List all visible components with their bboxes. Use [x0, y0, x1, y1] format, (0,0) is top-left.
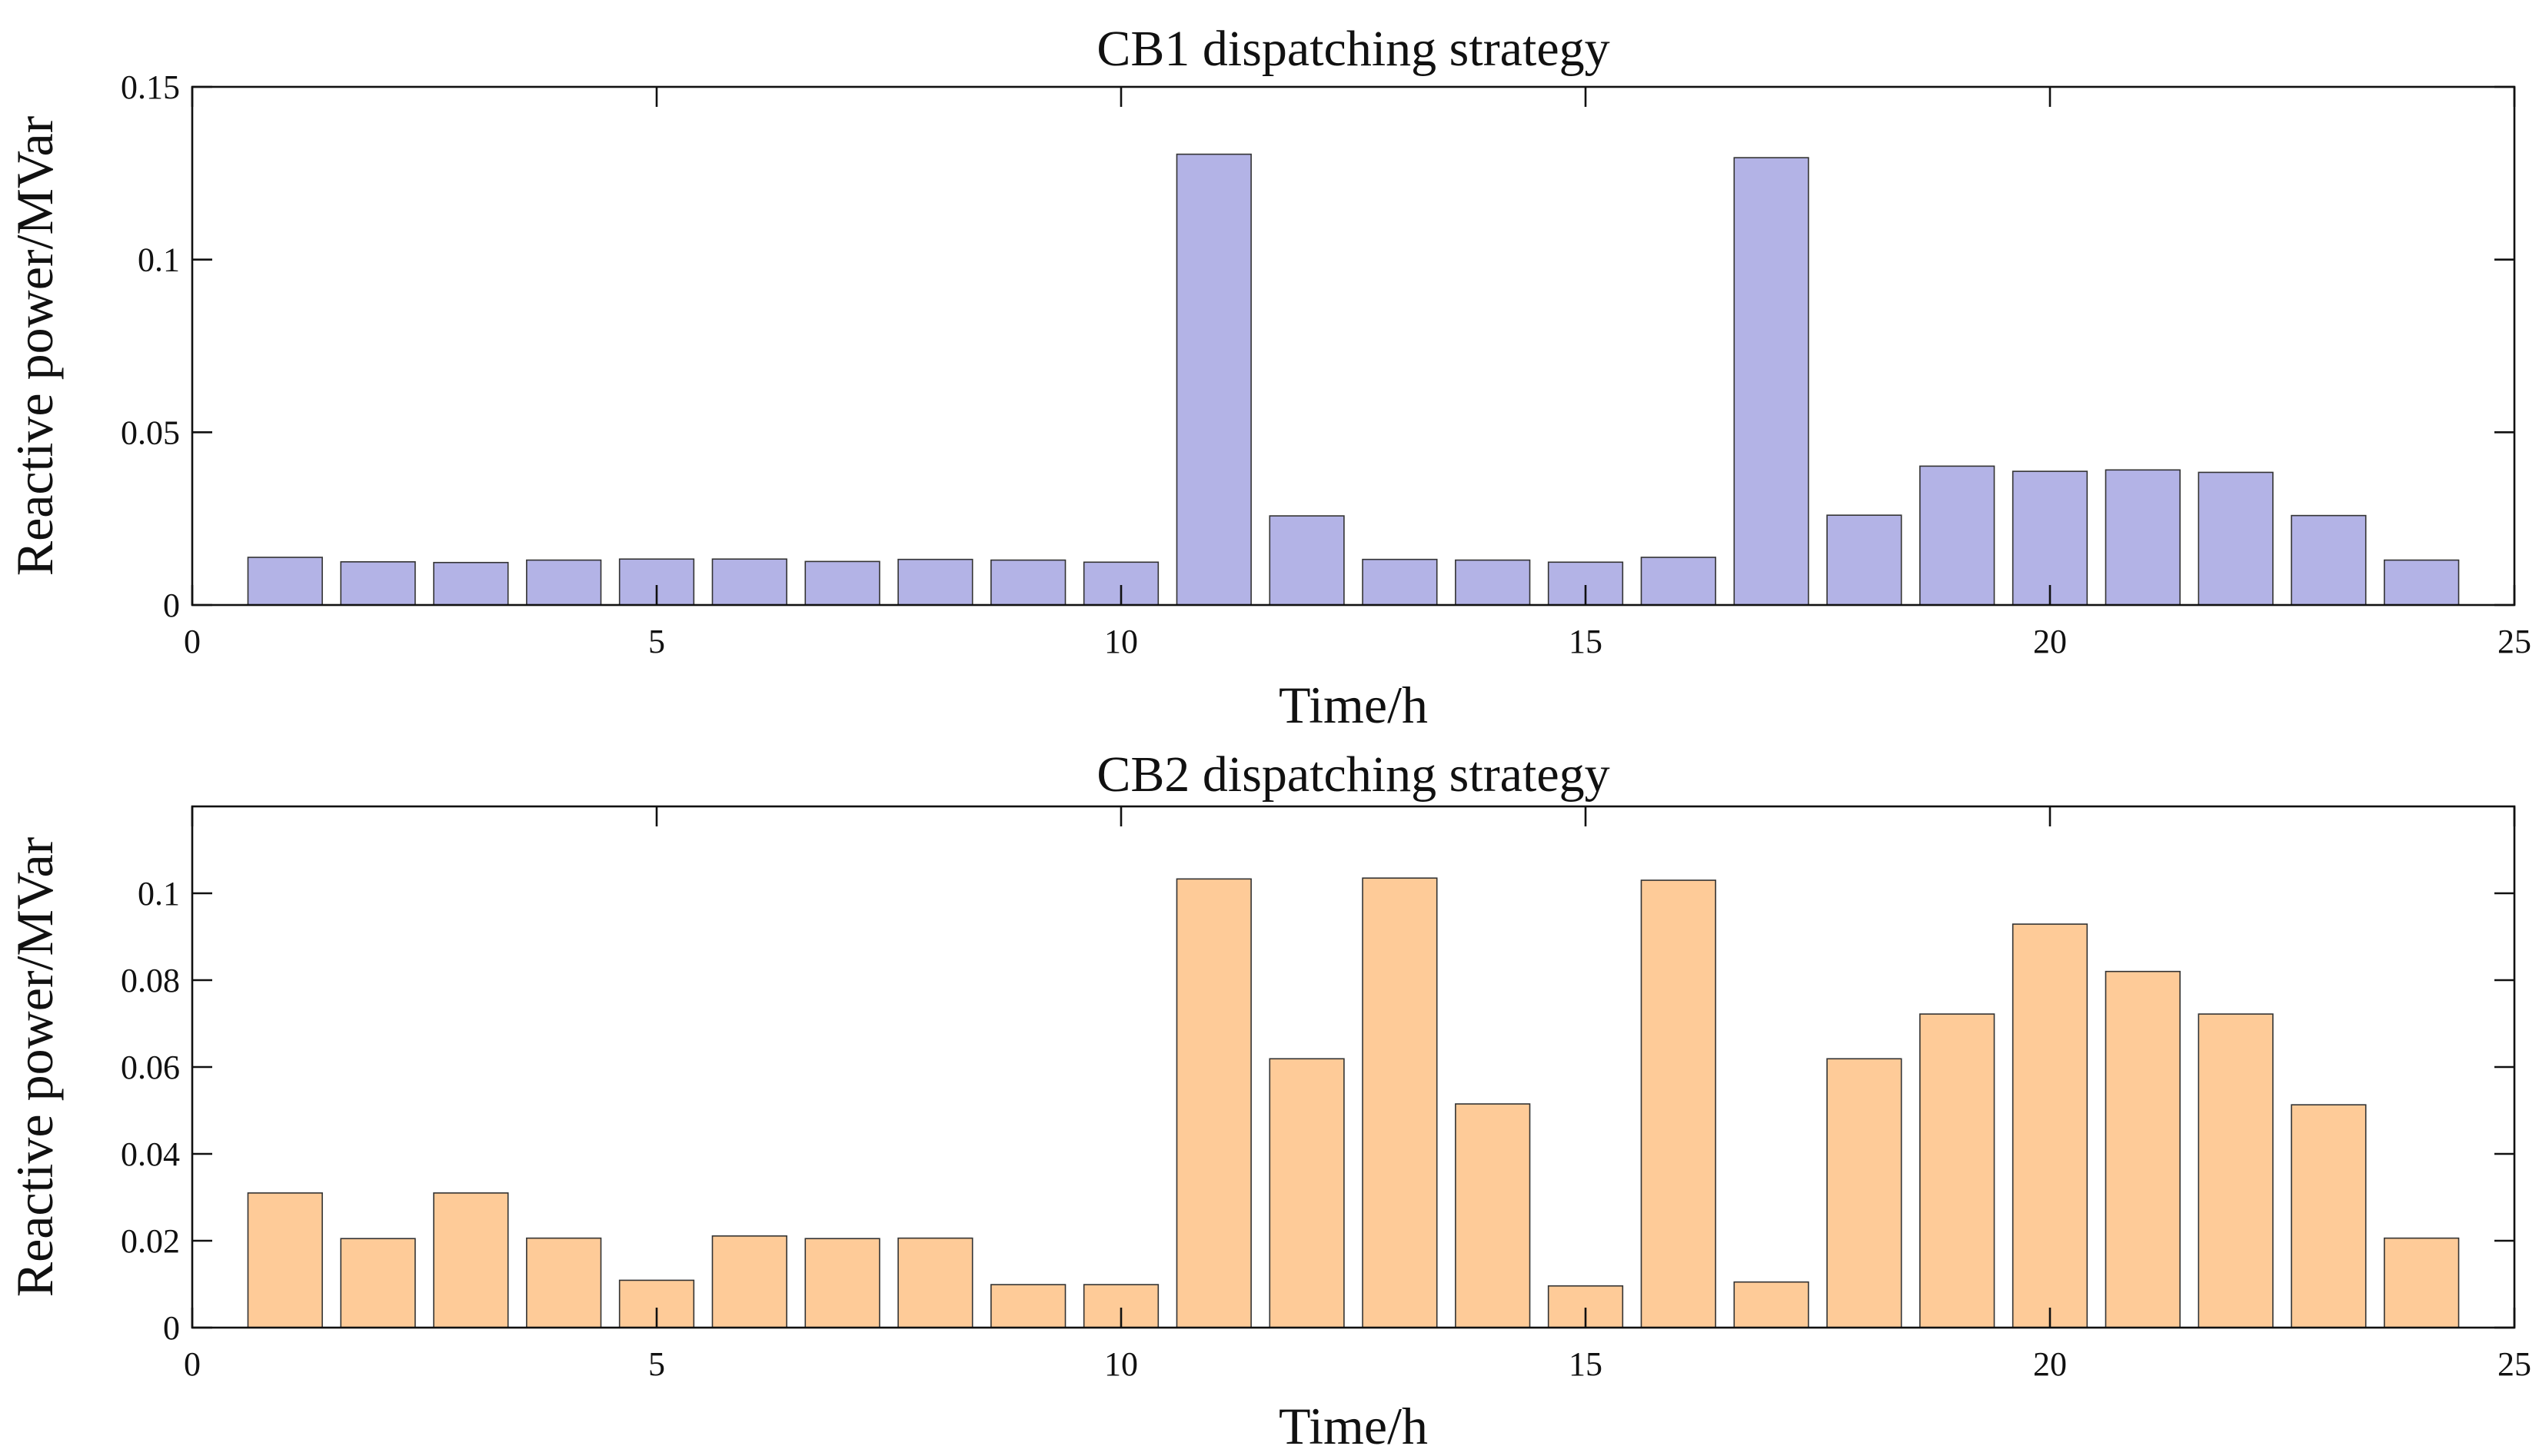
- cb2-y-tick-label: 0: [163, 1309, 180, 1347]
- cb1-bar-3: [433, 561, 509, 606]
- cb2-x-tick-label: 0: [184, 1345, 201, 1383]
- cb1-bar-19: [1919, 465, 1995, 606]
- cb1-bar-9: [990, 559, 1067, 606]
- cb2-bar-14: [1455, 1103, 1531, 1328]
- cb1-y-tick-label: 0.1: [138, 241, 180, 279]
- cb1-y-tick-label: 0.15: [121, 68, 180, 106]
- cb1-chart-panel: 0 5 10 15 20 25 0 0.05 0.1 0.15 CB1 dispatching st…: [5, 21, 2531, 734]
- cb2-bar-20: [2012, 923, 2088, 1328]
- cb1-bar-24: [2384, 559, 2460, 606]
- cb2-x-tick-label: 10: [1104, 1345, 1138, 1383]
- cb1-bar-11: [1176, 153, 1252, 606]
- cb2-bar-21: [2105, 970, 2181, 1328]
- cb1-bar-12: [1269, 515, 1345, 606]
- cb1-bar-13: [1362, 558, 1438, 606]
- cb2-bar-22: [2198, 1013, 2274, 1328]
- cb1-y-axis-label: Reactive power/MVar: [5, 115, 64, 576]
- cb1-y-tick-label: 0.05: [121, 414, 180, 451]
- cb2-y-tick-label: 0.06: [121, 1049, 180, 1086]
- cb2-bar-24: [2384, 1237, 2460, 1328]
- cb1-bar-17: [1733, 157, 1809, 606]
- cb2-y-tick-label: 0.02: [121, 1222, 180, 1260]
- cb1-bar-7: [804, 560, 880, 606]
- cb2-bar-17: [1733, 1281, 1809, 1328]
- cb2-bar-19: [1919, 1013, 1995, 1328]
- cb2-bar-8: [897, 1237, 973, 1328]
- cb1-bar-20: [2012, 470, 2088, 606]
- cb2-x-tick-label: 5: [648, 1345, 665, 1383]
- cb2-x-tick-label: 25: [2497, 1345, 2531, 1383]
- cb1-bar-16: [1640, 557, 1716, 606]
- cb2-bar-16: [1640, 879, 1716, 1328]
- cb1-axes-frame: [191, 85, 2516, 607]
- cb2-bar-12: [1269, 1058, 1345, 1328]
- cb2-bar-18: [1826, 1058, 1902, 1328]
- cb1-bar-23: [2291, 514, 2367, 606]
- cb2-x-tick-label: 15: [1569, 1345, 1602, 1383]
- cb2-bar-1: [247, 1192, 323, 1328]
- cb2-bar-9: [990, 1284, 1067, 1328]
- cb1-x-tick-label: 5: [648, 623, 665, 660]
- cb2-y-tick-label: 0.08: [121, 962, 180, 999]
- cb1-bar-1: [247, 557, 323, 606]
- cb2-bar-3: [433, 1192, 509, 1328]
- cb1-x-tick-label: 25: [2497, 623, 2531, 660]
- cb1-bar-14: [1455, 559, 1531, 606]
- cb2-bar-2: [340, 1238, 416, 1328]
- cb2-y-axis-label: Reactive power/MVar: [5, 836, 64, 1297]
- cb1-bar-8: [897, 558, 973, 606]
- cb2-x-axis-label: Time/h: [1279, 1397, 1428, 1455]
- cb2-bar-7: [804, 1238, 880, 1328]
- cb1-bar-18: [1826, 514, 1902, 606]
- cb2-y-tick-label: 0.04: [121, 1135, 180, 1173]
- cb2-x-tick-label: 20: [2033, 1345, 2067, 1383]
- cb1-chart-title: CB1 dispatching strategy: [1096, 21, 1609, 77]
- cb1-x-axis-label: Time/h: [1279, 676, 1428, 734]
- cb2-bar-11: [1176, 878, 1252, 1328]
- cb2-bar-6: [711, 1235, 787, 1328]
- cb1-bar-21: [2105, 469, 2181, 606]
- cb2-y-tick-label: 0.1: [138, 875, 180, 912]
- cb1-x-tick-label: 15: [1569, 623, 1602, 660]
- cb2-bar-23: [2291, 1104, 2367, 1328]
- cb2-bar-4: [526, 1237, 602, 1328]
- cb1-x-tick-label: 20: [2033, 623, 2067, 660]
- cb2-chart-title: CB2 dispatching strategy: [1096, 746, 1609, 803]
- cb2-bar-13: [1362, 877, 1438, 1328]
- cb1-bar-4: [526, 559, 602, 606]
- cb1-x-tick-label: 10: [1104, 623, 1138, 660]
- cb1-bar-6: [711, 558, 787, 606]
- cb2-chart-panel: 0 5 10 15 20 25 0 0.02 0.04 0.06 0.08 0.1 CB2 dispat…: [5, 746, 2531, 1455]
- cb1-y-tick-label: 0: [163, 587, 180, 624]
- cb1-x-tick-label: 0: [184, 623, 201, 660]
- cb1-bar-22: [2198, 471, 2274, 606]
- cb1-bar-2: [340, 561, 416, 606]
